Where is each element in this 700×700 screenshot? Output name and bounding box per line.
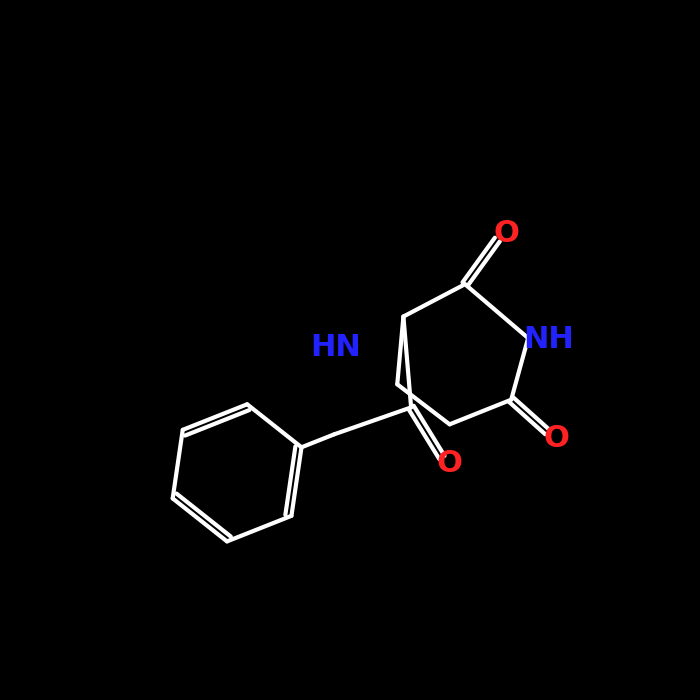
Text: O: O	[437, 449, 463, 478]
Text: O: O	[544, 424, 570, 453]
Text: HN: HN	[310, 332, 361, 362]
Text: NH: NH	[523, 325, 573, 354]
Text: O: O	[494, 219, 519, 248]
